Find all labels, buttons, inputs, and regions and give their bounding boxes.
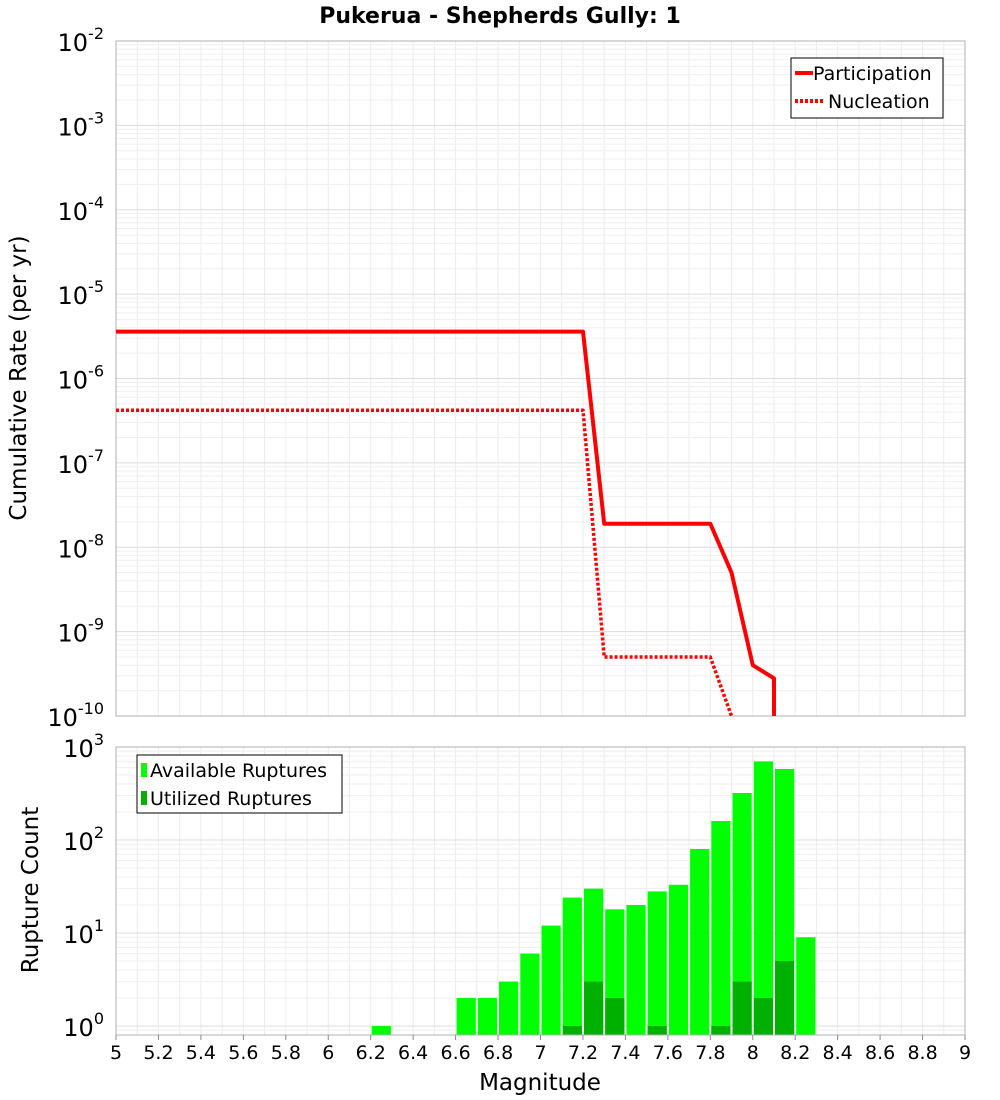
participation-legend-label: Participation [813, 63, 932, 85]
utilized-bar [647, 1026, 667, 1035]
rate-plot-frame [115, 40, 966, 717]
x-tick-label: 7 [534, 1042, 546, 1064]
utilized-bar [732, 981, 752, 1035]
available-bar [371, 1026, 391, 1035]
y-tick-label: 10-2 [58, 24, 105, 57]
available-bar [647, 891, 667, 1035]
nucleation-line [116, 408, 734, 716]
count-legend: Available Ruptures Utilized Ruptures [136, 754, 343, 814]
y-tick-label: 101 [63, 916, 104, 949]
x-tick-label: 8.2 [780, 1042, 810, 1064]
available-bar [626, 905, 646, 1035]
count-plot-grid [115, 747, 966, 1036]
x-tick-label: 6.6 [440, 1042, 470, 1064]
available-bar [477, 998, 497, 1035]
y-tick-label: 10-3 [58, 108, 105, 141]
x-tick-label: 5.2 [143, 1042, 173, 1064]
participation-line [116, 329, 776, 716]
utilized-bar [562, 1026, 582, 1035]
y-tick-label: 10-4 [58, 193, 105, 226]
nucleation-legend-label: Nucleation [828, 91, 930, 113]
x-tick-label: 6.2 [356, 1042, 386, 1064]
x-tick-label: 7.2 [568, 1042, 598, 1064]
x-tick-label: 5.6 [228, 1042, 258, 1064]
y-tick-label: 10-8 [58, 530, 105, 563]
rate-plot-grid [115, 41, 966, 717]
utilized-bar [753, 998, 773, 1035]
x-tick-label: 6 [322, 1042, 334, 1064]
x-tick-label: 7.4 [610, 1042, 640, 1064]
x-tick-label: 6.8 [483, 1042, 513, 1064]
x-tick-label: 5.8 [271, 1042, 301, 1064]
x-tick-label: 9 [959, 1042, 971, 1064]
y-tick-label: 102 [63, 823, 104, 856]
x-axis-label: Magnitude [479, 1070, 601, 1096]
count-bars [371, 761, 816, 1035]
available-bar [668, 884, 689, 1035]
available-bar [732, 793, 752, 1035]
y-tick-label: 10-9 [58, 615, 105, 648]
y-tick-label: 10-5 [58, 277, 105, 310]
y-tick-label: 10-7 [58, 446, 105, 479]
x-tick-label: 8.4 [823, 1042, 853, 1064]
available-bar [520, 953, 540, 1035]
x-tick-label: 8 [747, 1042, 759, 1064]
x-tick-label: 5.4 [186, 1042, 216, 1064]
rate-series [116, 329, 776, 716]
available-bar [711, 821, 731, 1035]
available-bar [690, 849, 710, 1035]
y-tick-label: 100 [63, 1009, 104, 1042]
y-tick-label: 103 [63, 730, 104, 763]
magnitude-x-ticks: 5 5.2 5.4 5.6 5.8 6 6.2 6.4 6.6 6.8 7 7.2 7.4 7.6 7.8 8… [110, 1035, 971, 1064]
x-tick-label: 8.8 [907, 1042, 937, 1064]
available-bar [562, 897, 582, 1035]
count-legend-box [136, 754, 343, 814]
x-tick-label: 5 [110, 1042, 122, 1064]
available-legend-swatch [141, 763, 147, 777]
utilized-bar [711, 1026, 731, 1035]
available-bar [541, 925, 561, 1035]
available-bar [499, 981, 519, 1035]
y-tick-label: 10-10 [47, 699, 104, 732]
y-tick-label: 10-6 [58, 362, 105, 395]
available-bar [796, 937, 816, 1035]
rate-legend-box [790, 57, 944, 119]
utilized-legend-swatch [141, 791, 147, 805]
utilized-bar [584, 981, 604, 1035]
chart-title: Pukerua - Shepherds Gully: 1 [319, 4, 681, 29]
rate-y-ticks: 10-2 10-3 10-4 10-5 10-6 10-7 10-8 10-9 10-10 [47, 24, 104, 732]
x-tick-label: 7.6 [653, 1042, 683, 1064]
count-y-ticks: 103 102 101 100 [63, 730, 104, 1042]
rate-y-axis-label: Cumulative Rate (per yr) [6, 235, 32, 520]
available-legend-label: Available Ruptures [150, 760, 327, 782]
x-tick-label: 8.6 [865, 1042, 895, 1064]
utilized-bar [775, 961, 795, 1035]
rate-legend: Participation Nucleation [790, 57, 944, 119]
utilized-bar [605, 998, 625, 1035]
x-tick-label: 6.4 [398, 1042, 428, 1064]
available-bar [753, 761, 773, 1035]
available-bar [456, 998, 476, 1035]
utilized-legend-label: Utilized Ruptures [150, 788, 312, 810]
count-y-axis-label: Rupture Count [18, 807, 44, 973]
x-tick-label: 7.8 [695, 1042, 725, 1064]
